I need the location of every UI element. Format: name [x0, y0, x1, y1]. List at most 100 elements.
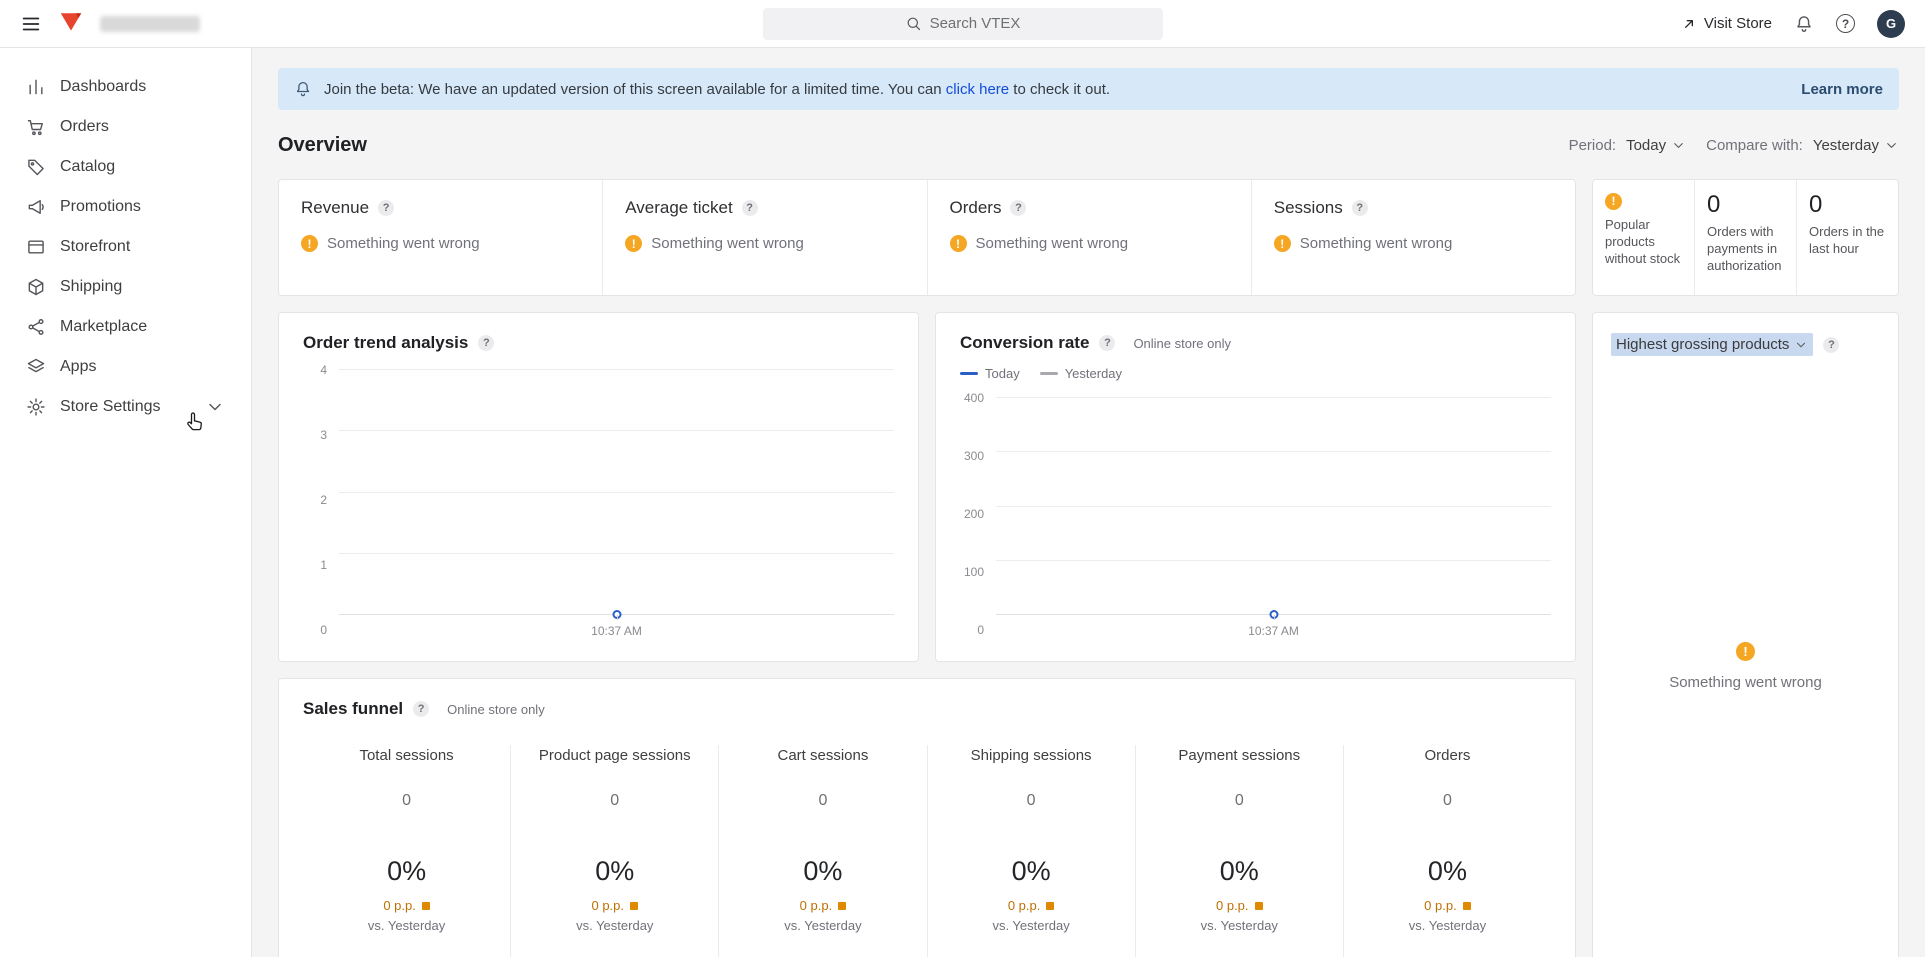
box-icon — [28, 278, 44, 296]
conversion-rate-chart: 400 300 200 100 0 — [960, 392, 1551, 641]
chevron-down-icon — [209, 403, 221, 411]
search-icon — [907, 17, 920, 31]
stage-percent: 0% — [595, 856, 635, 886]
help-icon[interactable]: ? — [1351, 200, 1368, 216]
sidebar-item-apps[interactable]: Apps — [0, 347, 251, 387]
y-tick: 400 — [963, 391, 984, 406]
banner-text-after: to check it out. — [1009, 80, 1111, 98]
sidebar-item-dashboards[interactable]: Dashboards — [0, 67, 251, 107]
stage-compare: vs. Yesterday — [1200, 918, 1278, 933]
stage-label: Orders — [1424, 747, 1471, 764]
stage-value: 0 — [1442, 792, 1452, 809]
stage-delta-value: 0 p.p. — [1007, 898, 1041, 913]
help-icon[interactable]: ? — [741, 200, 758, 216]
sidebar-item-label: Store Settings — [60, 398, 161, 415]
sidebar-item-label: Marketplace — [60, 318, 148, 335]
funnel-stage-payment-sessions: Payment sessions 0 0% 0 p.p. vs. Yesterd… — [1134, 745, 1343, 957]
kpi-label: Average ticket — [625, 198, 733, 217]
visit-store-button[interactable]: Visit Store — [1681, 15, 1772, 32]
help-icon[interactable]: ? — [1010, 200, 1027, 216]
legend-item-yesterday[interactable]: Yesterday — [1039, 366, 1122, 381]
stage-delta: 0 p.p. — [1008, 898, 1055, 913]
help-icon[interactable]: ? — [413, 701, 430, 717]
help-icon[interactable]: ? — [378, 200, 395, 216]
funnel-stage-total-sessions: Total sessions 0 0% 0 p.p. vs. Yesterday — [303, 745, 510, 957]
top-products-error-state: ! Something went wrong — [1611, 356, 1880, 957]
quick-stat-label: Orders with payments in authorization — [1707, 224, 1782, 273]
compare-select[interactable]: Yesterday — [1813, 137, 1899, 154]
delta-square-icon — [1462, 901, 1471, 910]
kpi-revenue: Revenue? ! Something went wrong — [279, 180, 602, 295]
sidebar-item-label: Shipping — [60, 278, 123, 295]
warning-icon: ! — [625, 235, 643, 252]
conversion-rate-card: Conversion rate ? Online store only Toda… — [935, 312, 1576, 662]
legend-item-today[interactable]: Today — [960, 366, 1020, 381]
quick-stats-card: ! Popular products without stock 0 Order… — [1592, 179, 1899, 296]
header-row: Overview Period: Today Compare with: Yes… — [278, 134, 1899, 157]
x-axis: 10:37 AM — [339, 615, 894, 641]
learn-more-link[interactable]: Learn more — [1801, 80, 1883, 98]
stage-percent: 0% — [1427, 856, 1467, 886]
quick-stat-value: 0 — [1809, 191, 1823, 218]
chevron-down-icon — [1674, 143, 1683, 148]
y-tick: 2 — [320, 493, 327, 508]
search-placeholder: Search VTEX — [929, 15, 1021, 32]
warning-icon: ! — [301, 235, 318, 252]
bar-chart-icon — [29, 79, 43, 95]
help-icon[interactable]: ? — [1099, 335, 1116, 351]
sidebar-item-storefront[interactable]: Storefront — [0, 227, 251, 267]
banner-click-here-link[interactable]: click here — [945, 80, 1010, 98]
sidebar-item-marketplace[interactable]: Marketplace — [0, 307, 251, 347]
help-button[interactable]: ? — [1836, 14, 1855, 33]
period-select[interactable]: Today — [1626, 137, 1686, 154]
order-trend-card: Order trend analysis ? 4 3 2 1 0 — [278, 312, 919, 662]
funnel-stage-shipping-sessions: Shipping sessions 0 0% 0 p.p. vs. Yester… — [926, 745, 1135, 957]
window-icon — [28, 240, 44, 254]
quick-stat-payments-authorization[interactable]: 0 Orders with payments in authorization — [1694, 180, 1796, 295]
y-tick: 0 — [977, 623, 984, 638]
help-icon[interactable]: ? — [478, 335, 495, 351]
stage-delta: 0 p.p. — [1424, 898, 1471, 913]
quick-stat-popular-products[interactable]: ! Popular products without stock — [1593, 180, 1694, 295]
warning-icon: ! — [1273, 235, 1291, 252]
kpi-average-ticket: Average ticket? ! Something went wrong — [602, 180, 926, 295]
sidebar-item-store-settings[interactable]: Store Settings — [0, 387, 251, 427]
notifications-button[interactable] — [1794, 14, 1814, 34]
search-input[interactable]: Search VTEX — [762, 7, 1163, 40]
top-products-metric-select[interactable]: Highest grossing products — [1611, 333, 1814, 356]
sidebar-item-catalog[interactable]: Catalog — [0, 147, 251, 187]
funnel-stage-orders: Orders 0 0% 0 p.p. vs. Yesterday — [1342, 745, 1551, 957]
legend-swatch-today — [960, 372, 978, 375]
hamburger-menu-button[interactable] — [20, 13, 42, 35]
avatar-initial: G — [1885, 16, 1897, 31]
kpi-label: Revenue — [301, 198, 370, 217]
page-title: Overview — [278, 134, 367, 156]
stage-label: Product page sessions — [538, 747, 691, 764]
vtex-logo — [58, 9, 84, 38]
y-tick: 0 — [320, 623, 327, 638]
y-tick: 200 — [963, 507, 984, 522]
delta-square-icon — [421, 901, 430, 910]
beta-banner: Join the beta: We have an updated versio… — [278, 68, 1899, 110]
sidebar-item-promotions[interactable]: Promotions — [0, 187, 251, 227]
help-icon[interactable]: ? — [1823, 336, 1840, 353]
period-value: Today — [1626, 137, 1667, 154]
topbar-left — [20, 9, 200, 38]
conversion-rate-title: Conversion rate — [960, 333, 1090, 352]
delta-square-icon — [838, 901, 847, 910]
delta-square-icon — [1254, 901, 1263, 910]
avatar[interactable]: G — [1877, 9, 1905, 38]
kpi-error-text: Something went wrong — [651, 235, 804, 252]
kpi-label: Sessions — [1273, 198, 1343, 217]
plot-area — [339, 369, 894, 619]
quick-stat-value: 0 — [1707, 191, 1721, 218]
stage-compare: vs. Yesterday — [367, 918, 446, 933]
sidebar-item-label: Storefront — [60, 238, 131, 255]
quick-stat-orders-last-hour[interactable]: 0 Orders in the last hour — [1796, 180, 1898, 295]
stage-percent: 0% — [387, 856, 427, 886]
stage-delta-value: 0 p.p. — [591, 898, 625, 913]
layers-icon — [27, 358, 45, 373]
sidebar-item-shipping[interactable]: Shipping — [0, 267, 251, 307]
bell-icon — [1797, 15, 1811, 32]
sidebar-item-orders[interactable]: Orders — [0, 107, 251, 147]
